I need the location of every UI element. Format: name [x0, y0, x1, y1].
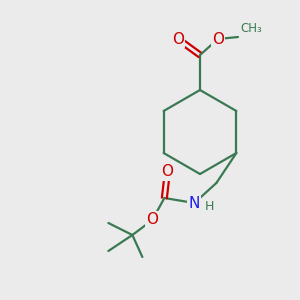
Text: O: O	[146, 212, 158, 227]
Text: CH₃: CH₃	[240, 22, 262, 35]
Text: H: H	[204, 200, 214, 212]
Text: O: O	[161, 164, 173, 179]
Text: N: N	[189, 196, 200, 211]
Text: O: O	[212, 32, 224, 46]
Text: O: O	[172, 32, 184, 46]
